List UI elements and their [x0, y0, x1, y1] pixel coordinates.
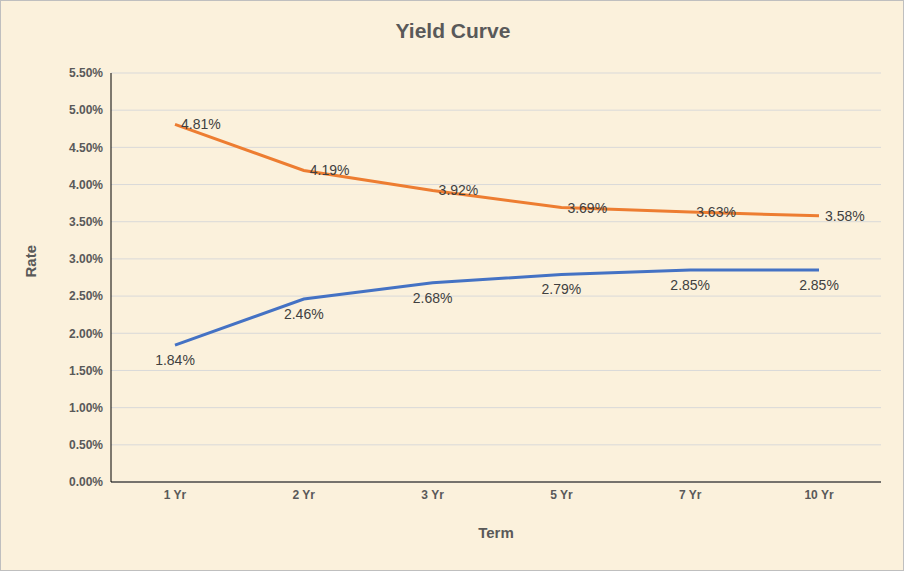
svg-text:4.19%: 4.19% [310, 162, 350, 178]
svg-text:1 Yr: 1 Yr [164, 488, 187, 502]
svg-text:7 Yr: 7 Yr [679, 488, 702, 502]
svg-text:4.50%: 4.50% [69, 141, 103, 155]
svg-text:3.92%: 3.92% [439, 182, 479, 198]
svg-text:0.00%: 0.00% [69, 475, 103, 489]
svg-text:2.68%: 2.68% [413, 290, 453, 306]
svg-text:2.00%: 2.00% [69, 327, 103, 341]
svg-text:2.85%: 2.85% [670, 277, 710, 293]
svg-text:5 Yr: 5 Yr [550, 488, 573, 502]
svg-text:3.63%: 3.63% [696, 204, 736, 220]
svg-text:2.46%: 2.46% [284, 306, 324, 322]
svg-text:0.50%: 0.50% [69, 438, 103, 452]
svg-text:5.00%: 5.00% [69, 103, 103, 117]
svg-text:2.85%: 2.85% [799, 277, 839, 293]
svg-text:1.84%: 1.84% [155, 352, 195, 368]
svg-text:4.81%: 4.81% [181, 116, 221, 132]
svg-text:3.50%: 3.50% [69, 215, 103, 229]
svg-text:2 Yr: 2 Yr [293, 488, 316, 502]
svg-text:1.00%: 1.00% [69, 401, 103, 415]
svg-text:Rate: Rate [22, 245, 39, 278]
svg-text:3.69%: 3.69% [567, 200, 607, 216]
svg-text:2.79%: 2.79% [542, 281, 582, 297]
svg-text:3 Yr: 3 Yr [421, 488, 444, 502]
svg-text:5.50%: 5.50% [69, 66, 103, 80]
svg-text:Term: Term [478, 524, 514, 541]
svg-text:1.50%: 1.50% [69, 364, 103, 378]
svg-text:3.00%: 3.00% [69, 252, 103, 266]
svg-text:2.50%: 2.50% [69, 289, 103, 303]
svg-text:10 Yr: 10 Yr [804, 488, 833, 502]
html-text:Yield Curve: Yield Curve [395, 19, 511, 42]
svg-text:3.58%: 3.58% [825, 208, 865, 224]
svg-text:4.00%: 4.00% [69, 178, 103, 192]
